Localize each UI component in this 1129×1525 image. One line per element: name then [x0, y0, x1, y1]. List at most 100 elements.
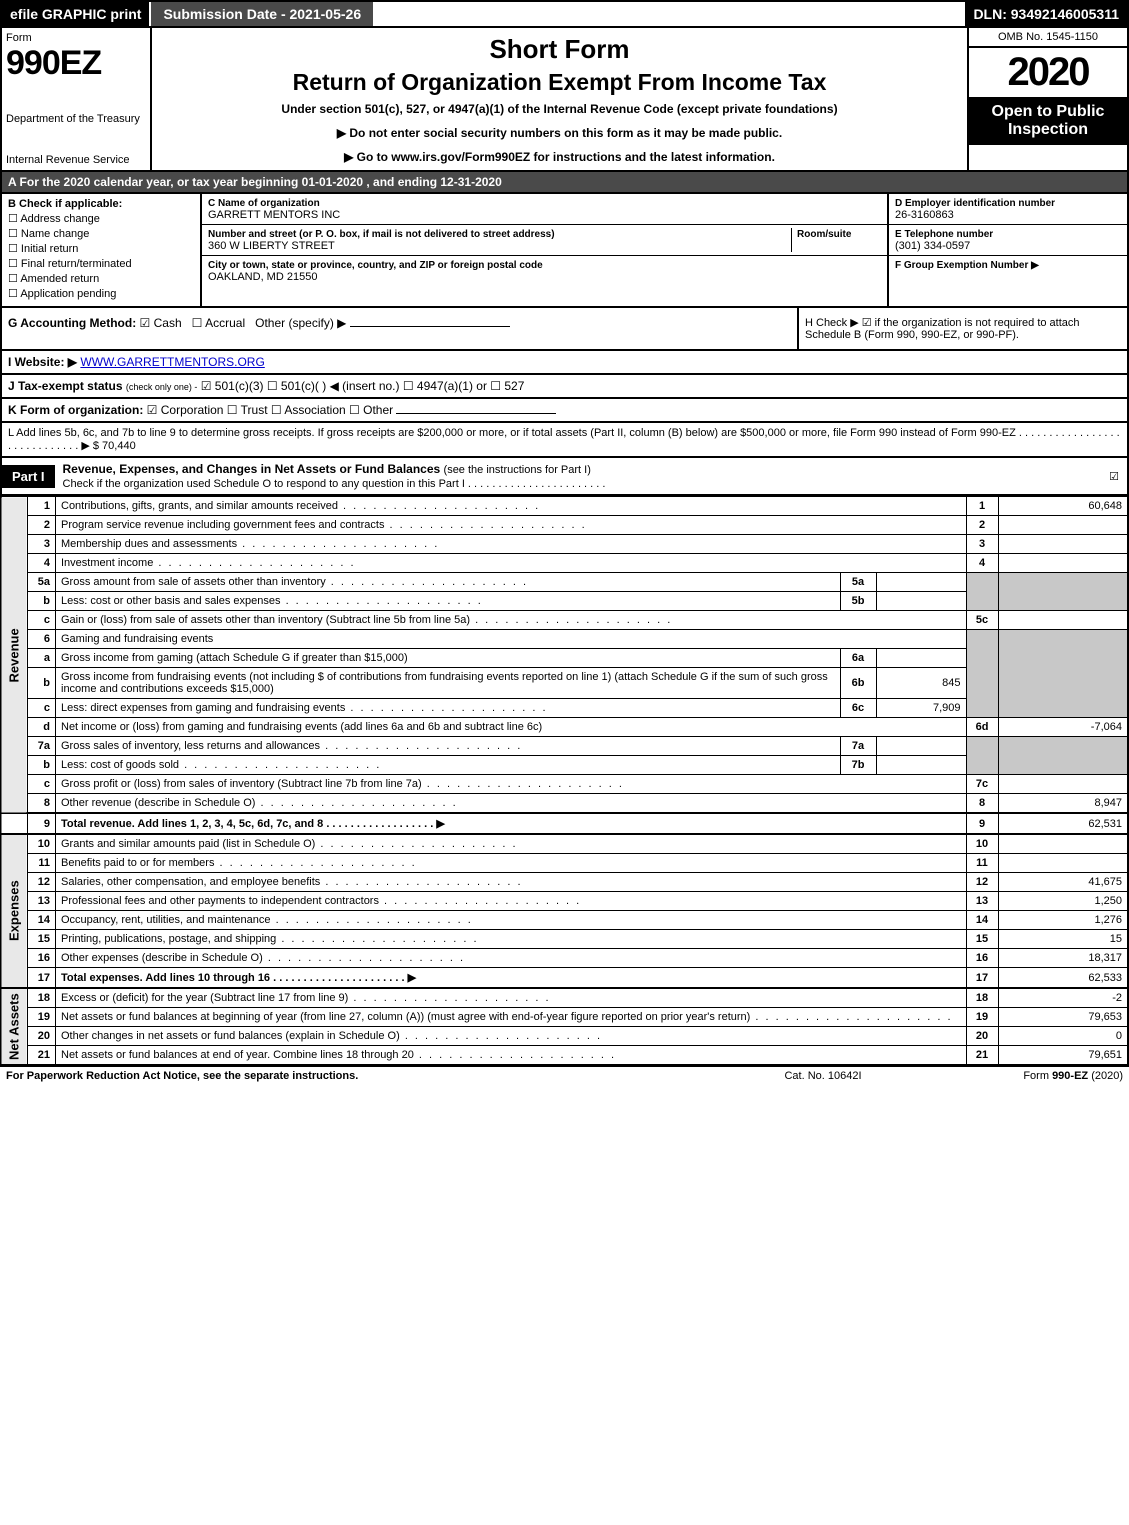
row-i: I Website: ▶ WWW.GARRETTMENTORS.ORG	[0, 351, 1129, 375]
chk-cash[interactable]: Cash	[140, 316, 182, 330]
line-11-desc: Benefits paid to or for members	[56, 854, 967, 873]
chk-application-pending[interactable]: Application pending	[8, 287, 194, 300]
line-5a-desc: Gross amount from sale of assets other t…	[56, 573, 841, 592]
group-exemption-label: F Group Exemption Number ▶	[895, 260, 1039, 271]
line-13-ln: 13	[966, 892, 998, 911]
line-6b-mb: 6b	[840, 668, 876, 699]
l-text: L Add lines 5b, 6c, and 7b to line 9 to …	[8, 427, 1120, 452]
line-16-desc: Other expenses (describe in Schedule O)	[56, 949, 967, 968]
header-center: Short Form Return of Organization Exempt…	[152, 28, 967, 170]
line-9-num: 9	[28, 813, 56, 834]
row-l: L Add lines 5b, 6c, and 7b to line 9 to …	[0, 423, 1129, 458]
line-11-num: 11	[28, 854, 56, 873]
c-street-label: Number and street (or P. O. box, if mail…	[208, 229, 555, 240]
line-14-ln: 14	[966, 911, 998, 930]
line-15-ln: 15	[966, 930, 998, 949]
line-14-num: 14	[28, 911, 56, 930]
line-14-desc: Occupancy, rent, utilities, and maintena…	[56, 911, 967, 930]
page-footer: For Paperwork Reduction Act Notice, see …	[0, 1066, 1129, 1085]
line-6c-desc: Less: direct expenses from gaming and fu…	[56, 699, 841, 718]
chk-initial-return[interactable]: Initial return	[8, 242, 194, 255]
line-11-ln: 11	[966, 854, 998, 873]
line-17-ln: 17	[966, 968, 998, 989]
line-5b-mv	[876, 592, 966, 611]
line-6a-num: a	[28, 649, 56, 668]
line-3-ln: 3	[966, 535, 998, 554]
box-h: H Check ▶ ☑ if the organization is not r…	[797, 308, 1127, 349]
line-1-amt: 60,648	[998, 497, 1128, 516]
line-5c-num: c	[28, 611, 56, 630]
line-21-num: 21	[28, 1046, 56, 1066]
top-bar: efile GRAPHIC print Submission Date - 20…	[0, 0, 1129, 28]
chk-final-return[interactable]: Final return/terminated	[8, 257, 194, 270]
chk-accrual[interactable]: Accrual	[192, 316, 245, 330]
line-5b-mb: 5b	[840, 592, 876, 611]
part-i-checkbox[interactable]: ☑	[1101, 466, 1127, 487]
line-4-num: 4	[28, 554, 56, 573]
line-6-num: 6	[28, 630, 56, 649]
line-2-desc: Program service revenue including govern…	[56, 516, 967, 535]
line-3-amt	[998, 535, 1128, 554]
efile-print-label[interactable]: efile GRAPHIC print	[2, 2, 149, 26]
line-20-num: 20	[28, 1027, 56, 1046]
line-6-desc: Gaming and fundraising events	[56, 630, 967, 649]
line-12-num: 12	[28, 873, 56, 892]
line-5b-num: b	[28, 592, 56, 611]
line-6a-desc: Gross income from gaming (attach Schedul…	[56, 649, 841, 668]
part-i-check-line: Check if the organization used Schedule …	[63, 478, 606, 490]
tel-value: (301) 334-0597	[895, 240, 970, 252]
website-link[interactable]: WWW.GARRETTMENTORS.ORG	[80, 355, 264, 369]
line-13-num: 13	[28, 892, 56, 911]
i-label: I Website: ▶	[8, 355, 77, 369]
line-6d-desc: Net income or (loss) from gaming and fun…	[56, 718, 967, 737]
line-7c-num: c	[28, 775, 56, 794]
line-16-num: 16	[28, 949, 56, 968]
line-19-amt: 79,653	[998, 1008, 1128, 1027]
j-label: J Tax-exempt status	[8, 379, 123, 393]
line-7ab-grey	[966, 737, 998, 775]
line-6b-desc: Gross income from fundraising events (no…	[56, 668, 841, 699]
line-6abc-grey-amt	[998, 630, 1128, 718]
g-other-line[interactable]	[350, 326, 510, 327]
part-i-header: Part I Revenue, Expenses, and Changes in…	[0, 458, 1129, 496]
line-17-desc: Total expenses. Add lines 10 through 16 …	[56, 968, 967, 989]
goto-link: ▶ Go to www.irs.gov/Form990EZ for instru…	[162, 150, 957, 164]
dln-label: DLN: 93492146005311	[965, 2, 1127, 26]
omb-number: OMB No. 1545-1150	[969, 28, 1127, 48]
room-suite-label: Room/suite	[797, 229, 851, 240]
box-c: C Name of organization GARRETT MENTORS I…	[202, 194, 887, 306]
line-16-amt: 18,317	[998, 949, 1128, 968]
line-12-ln: 12	[966, 873, 998, 892]
k-other-line[interactable]	[396, 413, 556, 414]
line-2-ln: 2	[966, 516, 998, 535]
line-9-amt: 62,531	[998, 813, 1128, 834]
line-7b-mv	[876, 756, 966, 775]
chk-address-change[interactable]: Address change	[8, 212, 194, 225]
side-revenue: Revenue	[1, 497, 28, 814]
line-20-desc: Other changes in net assets or fund bala…	[56, 1027, 967, 1046]
chk-amended-return[interactable]: Amended return	[8, 272, 194, 285]
line-7a-mv	[876, 737, 966, 756]
line-11-amt	[998, 854, 1128, 873]
subtitle-section: Under section 501(c), 527, or 4947(a)(1)…	[162, 102, 957, 116]
line-4-desc: Investment income	[56, 554, 967, 573]
org-city: OAKLAND, MD 21550	[208, 271, 317, 283]
part-i-sub: (see the instructions for Part I)	[444, 464, 591, 476]
c-name-label: C Name of organization	[208, 198, 320, 209]
line-2-amt	[998, 516, 1128, 535]
row-j: J Tax-exempt status (check only one) - ☑…	[0, 375, 1129, 399]
line-14-amt: 1,276	[998, 911, 1128, 930]
j-sub: (check only one) -	[126, 382, 198, 392]
line-21-ln: 21	[966, 1046, 998, 1066]
line-5c-desc: Gain or (loss) from sale of assets other…	[56, 611, 967, 630]
line-6a-mb: 6a	[840, 649, 876, 668]
chk-name-change[interactable]: Name change	[8, 227, 194, 240]
footer-center: Cat. No. 10642I	[723, 1070, 923, 1082]
title-short-form: Short Form	[162, 34, 957, 65]
line-7ab-grey-amt	[998, 737, 1128, 775]
line-1-num: 1	[28, 497, 56, 516]
form-word: Form	[6, 32, 146, 44]
line-21-amt: 79,651	[998, 1046, 1128, 1066]
line-5ab-grey	[966, 573, 998, 611]
row-k: K Form of organization: ☑ Corporation ☐ …	[0, 399, 1129, 423]
